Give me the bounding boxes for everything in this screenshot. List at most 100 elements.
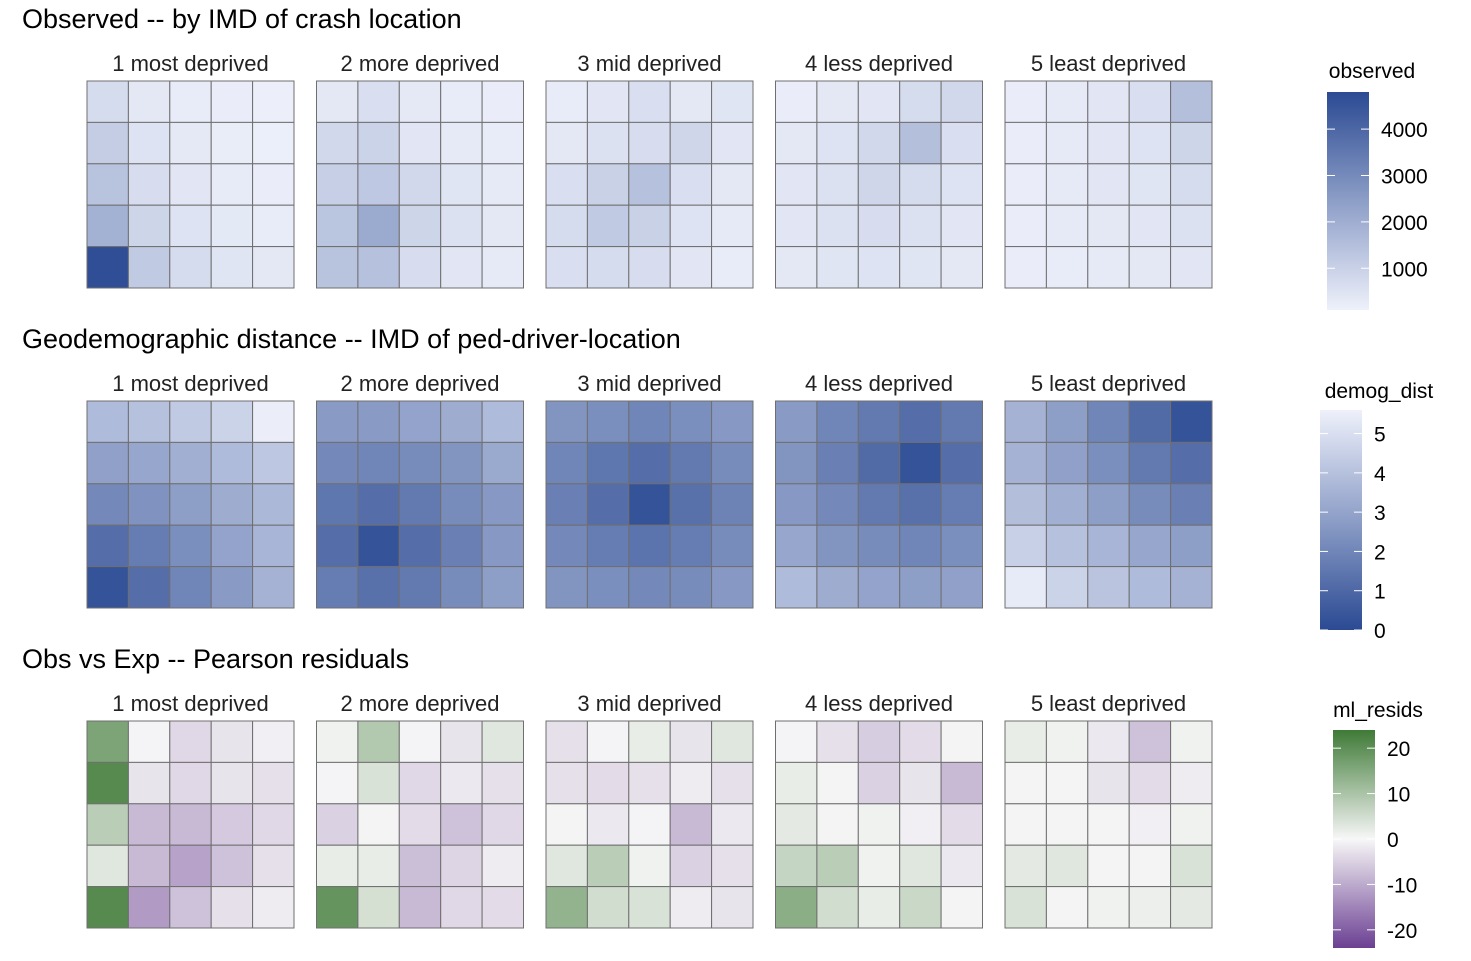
heatmap-cell xyxy=(127,483,171,526)
heatmap-cell xyxy=(440,246,483,289)
facet-frame xyxy=(775,720,983,929)
facet-frame xyxy=(86,80,295,289)
heatmap-cell xyxy=(252,803,295,846)
heatmap-cell xyxy=(316,566,359,609)
heatmap-cell xyxy=(899,163,942,206)
heatmap-cell xyxy=(628,844,671,888)
heatmap-cell xyxy=(669,121,713,165)
heatmap-cell xyxy=(899,121,942,165)
heatmap-cell xyxy=(545,400,588,443)
heatmap-cell xyxy=(316,246,359,289)
heatmap-cell xyxy=(899,441,942,485)
heatmap-cell xyxy=(440,886,483,929)
heatmap-cell xyxy=(210,761,254,805)
legend-1: observed 1000 2000 3000 4000 xyxy=(1327,60,1428,310)
heatmap-cell xyxy=(628,761,671,805)
heatmap-cell xyxy=(1170,844,1213,888)
heatmap-cell xyxy=(481,566,525,609)
heatmap-cell xyxy=(545,483,588,526)
heatmap-cell xyxy=(857,121,901,165)
heatmap-cell xyxy=(1170,886,1213,929)
heatmap-cell xyxy=(127,121,171,165)
heatmap-cell xyxy=(1170,524,1213,568)
facet-label: 3 mid deprived xyxy=(577,371,721,396)
heatmap-cell xyxy=(816,720,859,763)
heatmap-cell xyxy=(210,803,254,846)
legend-tick-label: 3 xyxy=(1374,502,1386,525)
heatmap-cell xyxy=(316,163,359,206)
legend-3: ml_resids 20 10 0 -10 -20 xyxy=(1333,699,1423,948)
heatmap-cell xyxy=(252,246,295,289)
facet-label: 5 least deprived xyxy=(1031,691,1186,716)
heatmap-cell xyxy=(628,566,671,609)
heatmap-cell xyxy=(816,246,859,289)
heatmap-cell xyxy=(545,886,588,929)
heatmap-cell xyxy=(252,886,295,929)
heatmap-cell xyxy=(1128,720,1172,763)
heatmap-cell xyxy=(127,886,171,929)
heatmap-cell xyxy=(1004,400,1047,443)
facet-2: 2 more deprived xyxy=(316,691,525,929)
heatmap-cell xyxy=(669,844,713,888)
heatmap-cell xyxy=(586,441,630,485)
heatmap-cell xyxy=(169,761,212,805)
heatmap-cell xyxy=(440,441,483,485)
heatmap-cell xyxy=(316,483,359,526)
heatmap-cell xyxy=(86,204,129,248)
heatmap-cell xyxy=(210,886,254,929)
heatmap-cell xyxy=(711,761,754,805)
heatmap-cell xyxy=(775,566,818,609)
heatmap-cell xyxy=(127,246,171,289)
heatmap-cell xyxy=(628,886,671,929)
heatmap-cell xyxy=(398,204,442,248)
heatmap-cell xyxy=(857,886,901,929)
heatmap-cell xyxy=(398,524,442,568)
heatmap-cell xyxy=(1087,80,1130,123)
heatmap-cell xyxy=(775,761,818,805)
heatmap-cell xyxy=(316,886,359,929)
heatmap-cell xyxy=(1128,204,1172,248)
heatmap-cell xyxy=(316,80,359,123)
heatmap-cell xyxy=(857,204,901,248)
heatmap-cell xyxy=(711,121,754,165)
heatmap-cell xyxy=(857,844,901,888)
heatmap-cell xyxy=(1170,246,1213,289)
heatmap-cell xyxy=(586,720,630,763)
facet-frame xyxy=(545,720,754,929)
heatmap-cell xyxy=(481,80,525,123)
heatmap-cell xyxy=(316,121,359,165)
heatmap-cell xyxy=(169,204,212,248)
legend-title: ml_resids xyxy=(1333,699,1423,722)
facet-3: 3 mid deprived xyxy=(545,371,754,609)
heatmap-cell xyxy=(316,400,359,443)
legend-tick-label: 2 xyxy=(1374,541,1386,564)
facet-label: 1 most deprived xyxy=(112,691,269,716)
heatmap-cell xyxy=(398,80,442,123)
heatmap-cell xyxy=(1004,121,1047,165)
facet-label: 2 more deprived xyxy=(341,691,500,716)
heatmap-cell xyxy=(169,80,212,123)
heatmap-cell xyxy=(1045,483,1089,526)
heatmap-cell xyxy=(899,80,942,123)
heatmap-cell xyxy=(545,720,588,763)
heatmap-cell xyxy=(940,246,983,289)
heatmap-cell xyxy=(1087,761,1130,805)
heatmap-cell xyxy=(816,441,859,485)
legend-colorbar xyxy=(1327,92,1369,310)
heatmap-cell xyxy=(440,720,483,763)
heatmap-cell xyxy=(169,483,212,526)
heatmap-cell xyxy=(857,566,901,609)
heatmap-cell xyxy=(711,163,754,206)
heatmap-cell xyxy=(1087,566,1130,609)
heatmap-cell xyxy=(628,163,671,206)
facet-1: 1 most deprived xyxy=(86,691,295,929)
heatmap-cell xyxy=(586,566,630,609)
heatmap-cell xyxy=(628,524,671,568)
heatmap-cell xyxy=(440,80,483,123)
heatmap-cell xyxy=(545,524,588,568)
facet-frame xyxy=(1004,400,1213,609)
heatmap-cell xyxy=(1045,163,1089,206)
heatmap-cell xyxy=(940,524,983,568)
heatmap-cell xyxy=(316,524,359,568)
heatmap-cell xyxy=(1045,121,1089,165)
